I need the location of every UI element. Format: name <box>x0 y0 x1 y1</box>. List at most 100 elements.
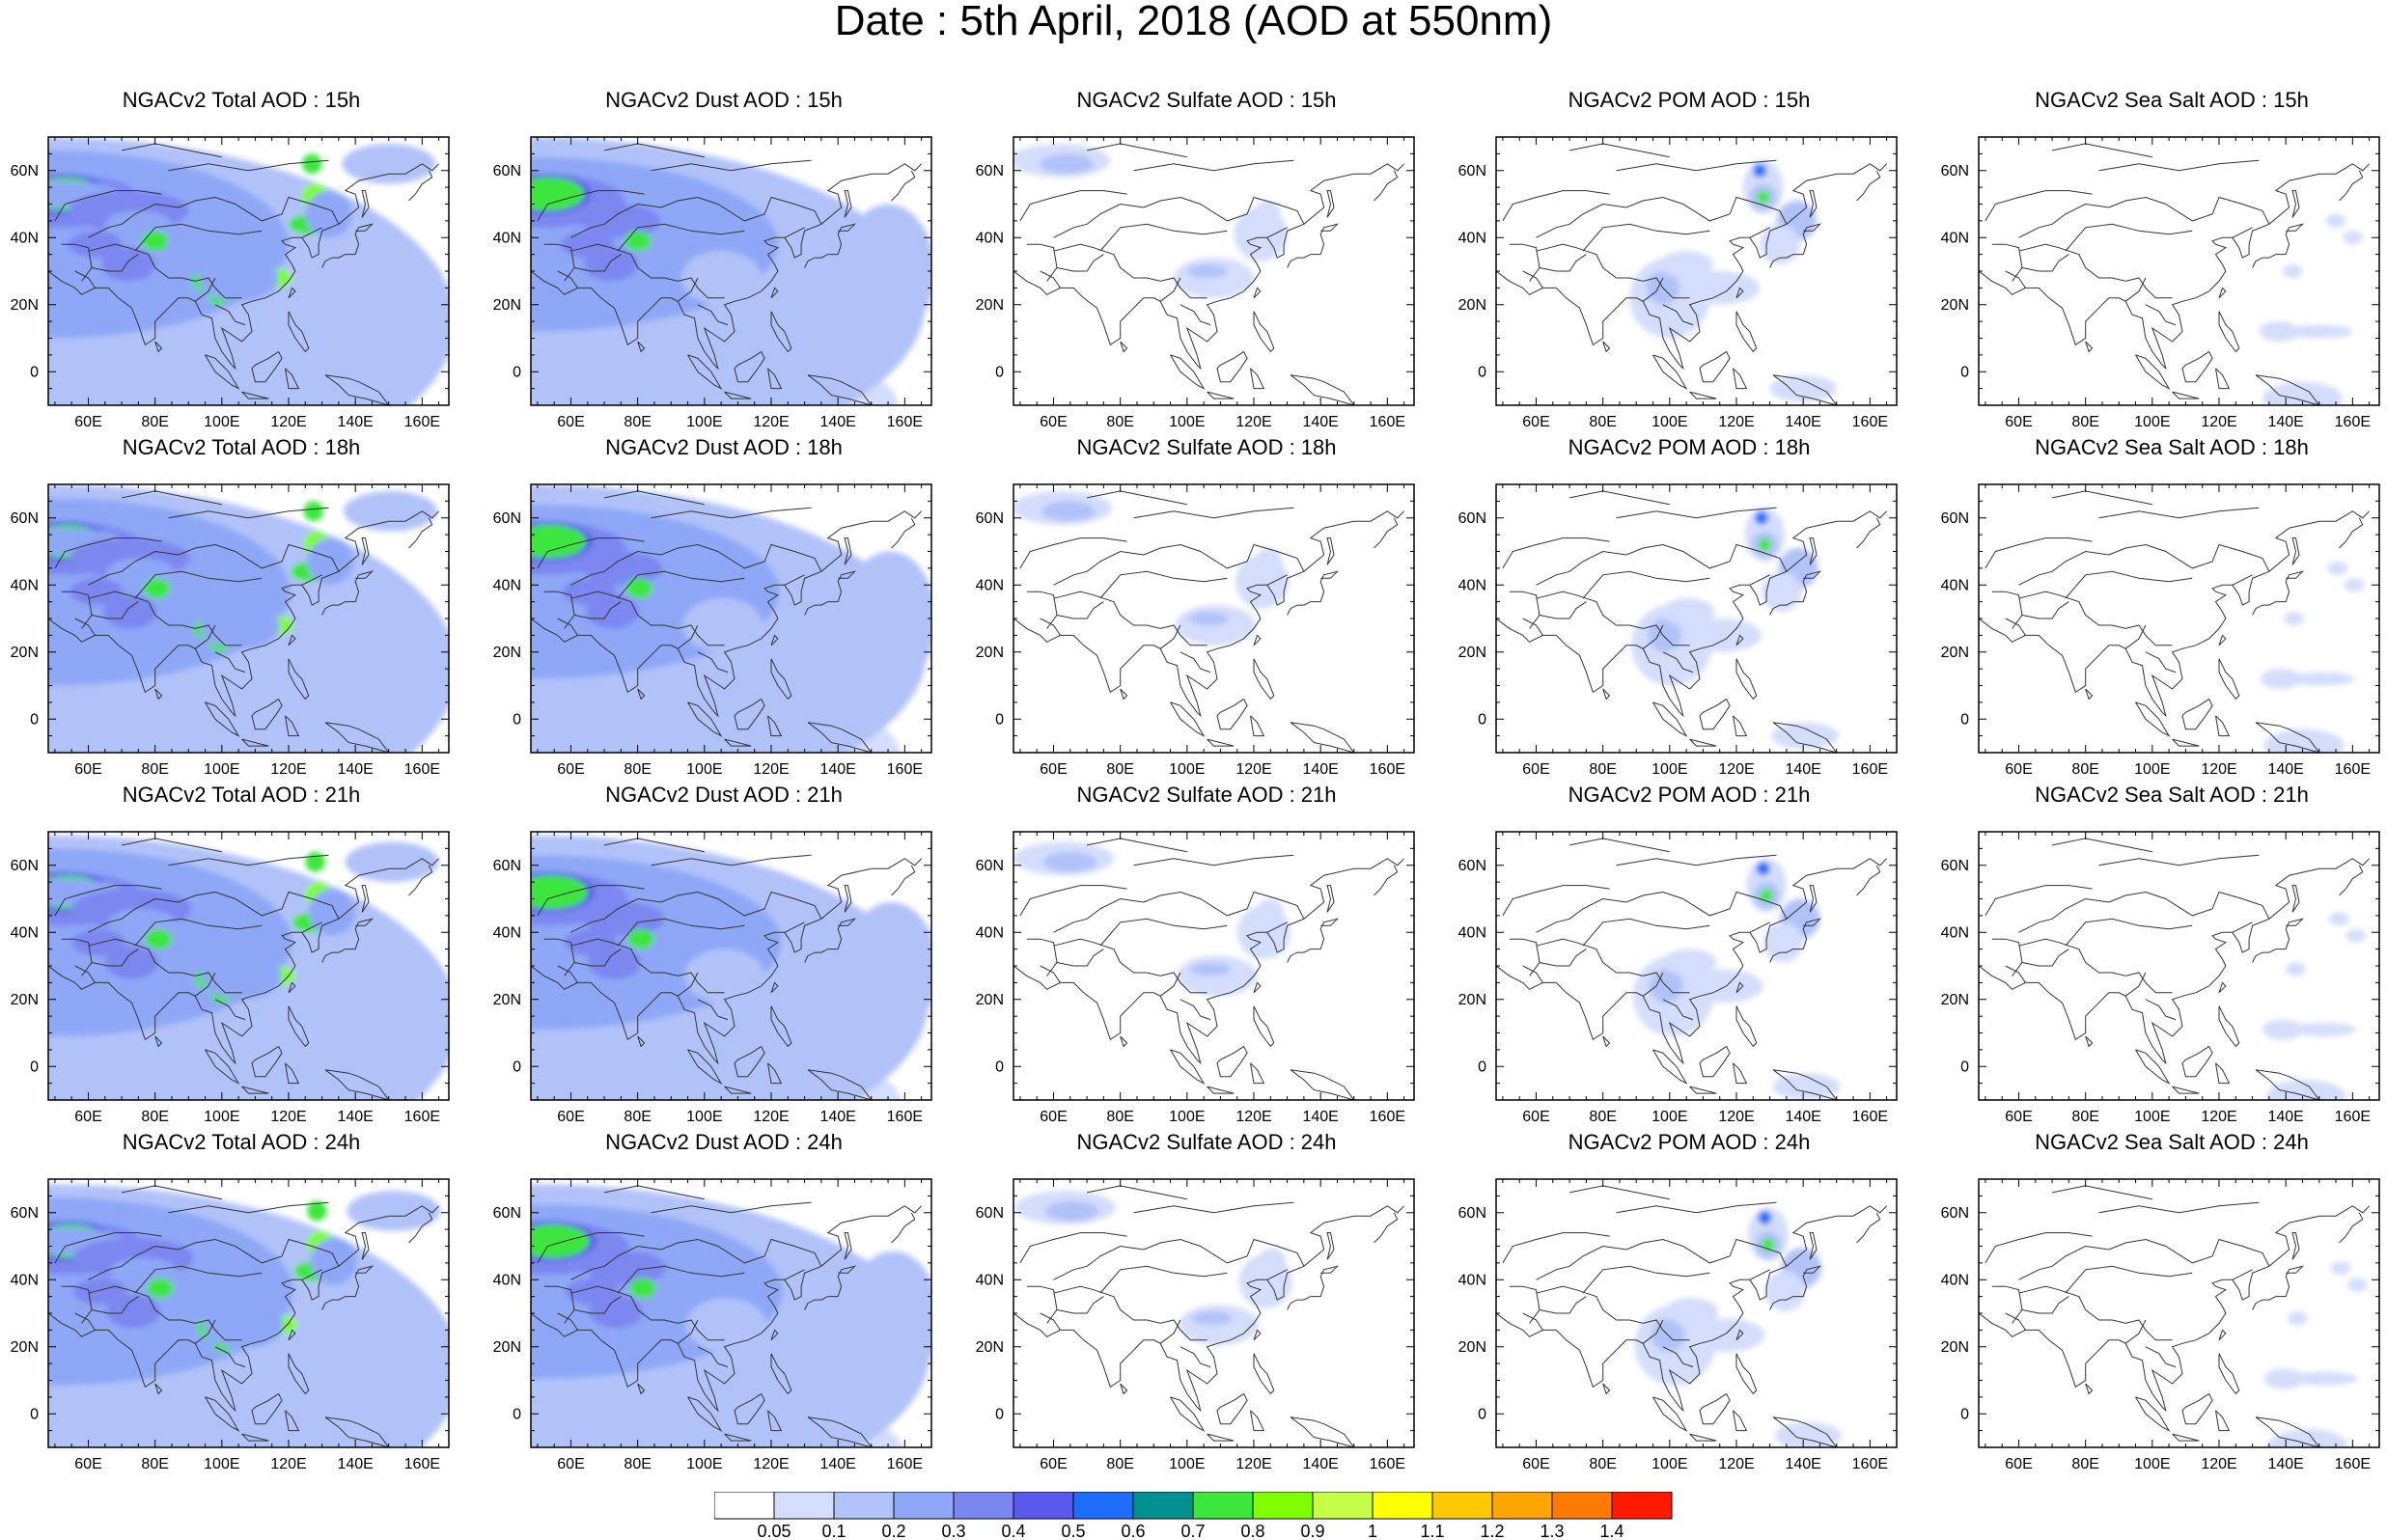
colorbar-swatch <box>953 1492 1014 1520</box>
lon-tick-label: 160E <box>1852 414 1888 430</box>
lon-tick-label: 120E <box>270 414 306 430</box>
lat-tick-label: 40N <box>1941 230 1969 246</box>
map-panel-total-15h: NGACv2 Total AOD : 15h 60E 80E 100E 120E 140E… <box>0 89 483 436</box>
lon-tick-label: 80E <box>1589 414 1616 430</box>
aod-plume <box>1255 548 1283 575</box>
lon-tick-label: 140E <box>819 414 855 430</box>
lon-tick-label: 140E <box>337 1109 373 1125</box>
aod-plume <box>307 1311 401 1392</box>
aod-plume <box>1758 537 1772 552</box>
map-panel-total-18h: NGACv2 Total AOD : 18h 60E 80E 100E 120E 140E… <box>0 436 483 784</box>
aod-field <box>1979 484 2379 753</box>
aod-map: 60E 80E 100E 120E 140E 160E 60N 40N 20N 0 <box>1941 136 2380 430</box>
lon-tick-label: 80E <box>1106 414 1133 430</box>
lon-tick-label: 80E <box>141 1109 168 1125</box>
aod-plume <box>1764 1271 1805 1312</box>
lat-tick-label: 20N <box>11 645 39 661</box>
aod-plume <box>2329 912 2349 926</box>
lon-tick-label: 60E <box>1040 1456 1067 1472</box>
aod-plume <box>625 578 653 599</box>
lat-tick-label: 40N <box>11 577 39 593</box>
aod-plume <box>2347 1278 2368 1292</box>
aod-map: 60E 80E 100E 120E 140E 160E 60N 40N 20N 0 <box>493 483 932 778</box>
aod-plume <box>342 143 436 184</box>
lon-tick-label: 80E <box>2071 1109 2098 1125</box>
aod-plume <box>202 952 283 1000</box>
lon-tick-label: 160E <box>2335 1456 2371 1472</box>
lat-tick-label: 0 <box>1478 711 1486 728</box>
aod-plume <box>1040 153 1094 175</box>
lon-tick-label: 60E <box>74 1456 101 1472</box>
aod-plume <box>200 601 281 649</box>
coastlines <box>531 490 922 753</box>
lat-tick-label: 60N <box>11 1205 39 1222</box>
colorbar-swatch <box>833 1492 895 1520</box>
lat-tick-label: 0 <box>30 1059 39 1075</box>
colorbar-swatch <box>1431 1492 1493 1520</box>
aod-map: 60E 80E 100E 120E 140E 160E 60N 40N 20N 0 <box>976 1178 1415 1472</box>
aod-plume <box>1755 510 1768 525</box>
lon-tick-label: 100E <box>686 761 722 778</box>
map-panel-dust-24h: NGACv2 Dust AOD : 24h 60E 80E 100E 120E 140E 1… <box>483 1131 965 1478</box>
lon-tick-label: 140E <box>1785 414 1820 430</box>
aod-plume <box>1662 949 1717 976</box>
aod-plume <box>680 251 762 305</box>
map-panel-seasalt-18h: NGACv2 Sea Salt AOD : 18h 60E 80E 100E 120E 1… <box>1930 436 2387 784</box>
colorbar-swatch <box>893 1492 955 1520</box>
lat-tick-label: 20N <box>493 1339 521 1356</box>
lon-tick-label: 60E <box>74 414 101 430</box>
lon-tick-label: 80E <box>141 414 168 430</box>
lon-tick-label: 160E <box>887 1456 923 1472</box>
lon-tick-label: 120E <box>1718 414 1754 430</box>
aod-plume <box>106 1294 160 1329</box>
lon-tick-label: 140E <box>1785 1109 1820 1125</box>
lon-tick-label: 100E <box>1651 414 1687 430</box>
aod-field <box>531 832 931 1100</box>
lon-tick-label: 120E <box>270 761 306 778</box>
lon-tick-label: 160E <box>1852 761 1888 778</box>
lon-tick-label: 160E <box>2335 414 2371 430</box>
aod-plume <box>2344 578 2365 592</box>
lon-tick-label: 80E <box>1589 1109 1616 1125</box>
colorbar-label: 0.8 <box>1240 1522 1264 1540</box>
lat-tick-label: 0 <box>1478 1406 1486 1422</box>
coastlines <box>48 838 439 1100</box>
lat-tick-label: 40N <box>493 577 521 593</box>
aod-plume <box>305 190 352 238</box>
aod-plume <box>301 153 322 175</box>
aod-plume <box>301 264 396 345</box>
lon-tick-label: 140E <box>337 761 373 778</box>
lat-tick-label: 60N <box>1458 510 1486 527</box>
coastlines <box>1013 143 1404 405</box>
lat-tick-label: 60N <box>976 1205 1004 1222</box>
lat-tick-label: 40N <box>493 230 521 246</box>
aod-map: 60E 80E 100E 120E 140E 160E 60N 40N 20N 0 <box>11 1178 450 1472</box>
lon-tick-label: 120E <box>1718 761 1754 778</box>
panel-title: NGACv2 Sulfate AOD : 18h <box>1076 435 1337 459</box>
lon-tick-label: 80E <box>2071 761 2098 778</box>
lon-tick-label: 80E <box>624 1456 651 1472</box>
lon-tick-label: 80E <box>624 1109 651 1125</box>
coastlines <box>531 1185 922 1447</box>
colorbar-swatch <box>1611 1492 1673 1520</box>
coastlines <box>531 143 922 405</box>
aod-plume <box>1756 190 1770 205</box>
lon-tick-label: 140E <box>2267 1109 2303 1125</box>
map-panel-sulfate-21h: NGACv2 Sulfate AOD : 21h 60E 80E 100E 120E 14… <box>965 784 1448 1131</box>
aod-plume <box>580 204 661 238</box>
colorbar-swatch <box>1072 1492 1134 1520</box>
lon-tick-label: 80E <box>624 761 651 778</box>
lat-tick-label: 20N <box>11 1339 39 1356</box>
aod-field <box>531 1179 931 1447</box>
lon-tick-label: 140E <box>1302 1109 1338 1125</box>
lon-tick-label: 160E <box>404 1109 440 1125</box>
colorbar-label: 0.2 <box>881 1522 905 1540</box>
aod-plume <box>1774 1421 1842 1447</box>
aod-field <box>48 484 449 753</box>
map-panel-sulfate-15h: NGACv2 Sulfate AOD : 15h 60E 80E 100E 120E 14… <box>965 89 1448 436</box>
lon-tick-label: 100E <box>1169 1109 1205 1125</box>
lat-tick-label: 0 <box>513 364 521 380</box>
aod-plume <box>685 1298 766 1352</box>
lon-tick-label: 160E <box>887 1109 923 1125</box>
lon-tick-label: 120E <box>2201 1456 2236 1472</box>
